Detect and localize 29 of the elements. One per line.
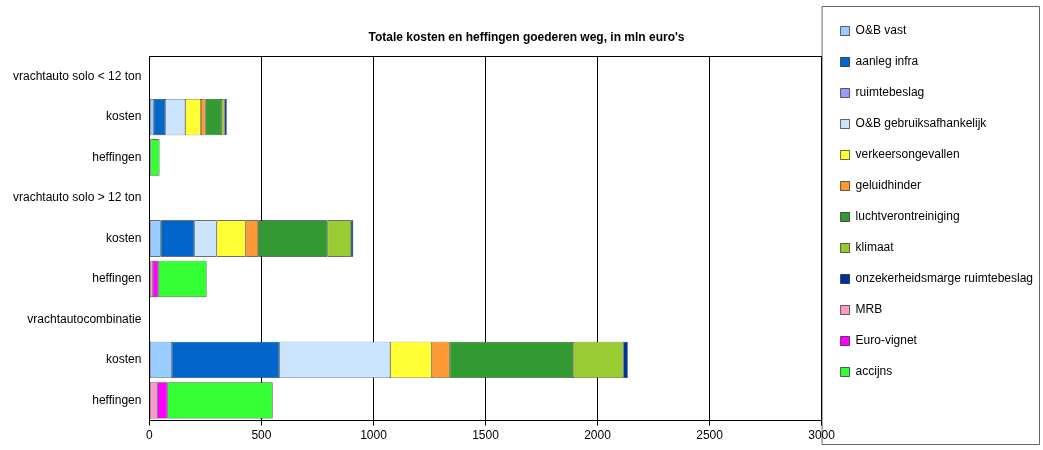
legend-label: O&B gebruiksafhankelijk — [855, 116, 988, 131]
y-tick-label: vrachtauto solo < 12 ton — [13, 68, 142, 83]
legend-label: MRB — [855, 302, 883, 317]
y-tick-label: vrachtauto solo > 12 ton — [13, 190, 142, 205]
legend-label: aanleg infra — [855, 54, 919, 69]
y-tick-label: heffingen — [92, 149, 142, 164]
legend-label: accijns — [855, 364, 893, 379]
legend-label: luchtverontreiniging — [855, 209, 960, 224]
legend-label: Euro-vignet — [855, 333, 918, 348]
legend-label: verkeersongevallen — [855, 147, 960, 162]
x-tick-label: 500 — [251, 428, 272, 443]
chart-title: Totale kosten en heffingen goederen weg, in mln euro's — [368, 29, 685, 44]
legend-label: klimaat — [855, 240, 895, 255]
x-tick-label: 1000 — [360, 428, 388, 443]
legend-label: geluidhinder — [855, 178, 921, 193]
y-tick-label: vrachtautocombinatie — [27, 311, 142, 326]
x-tick-label: 2000 — [584, 428, 612, 443]
y-tick-label: kosten — [106, 230, 142, 245]
y-tick-label: kosten — [106, 109, 142, 124]
x-tick-label: 3000 — [808, 428, 836, 443]
x-tick-label: 2500 — [696, 428, 724, 443]
legend-label: O&B vast — [855, 23, 907, 38]
y-tick-label: heffingen — [92, 271, 142, 286]
x-tick-label: 0 — [146, 428, 154, 443]
legend-label: onzekerheidsmarge ruimtebeslag — [855, 271, 1034, 286]
y-tick-label: kosten — [106, 352, 142, 367]
legend-label: ruimtebeslag — [855, 85, 925, 100]
x-tick-label: 1500 — [472, 428, 500, 443]
y-tick-label: heffingen — [92, 392, 142, 407]
